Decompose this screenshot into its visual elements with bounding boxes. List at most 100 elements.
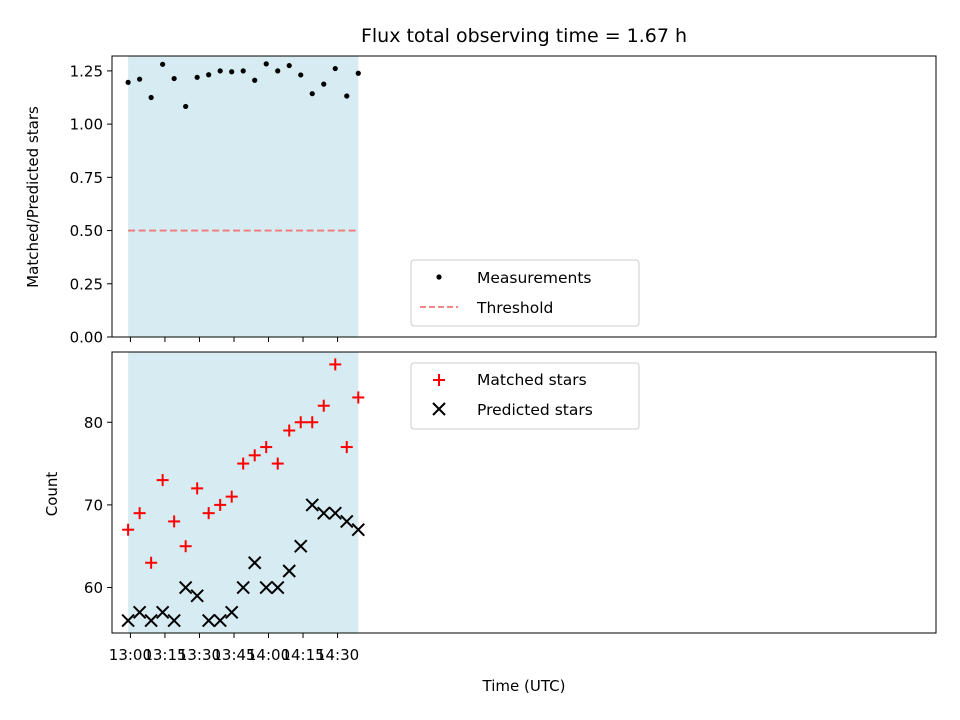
predicted-star-point xyxy=(132,605,147,620)
measurements-legend-marker xyxy=(436,274,442,280)
predicted-star-point xyxy=(167,613,181,628)
matched-star-point xyxy=(168,515,181,528)
matched-star-point xyxy=(294,416,307,429)
matched-star-point xyxy=(283,424,296,437)
count-legend: Matched stars Predicted stars xyxy=(410,362,640,430)
matched-star-point xyxy=(202,507,215,520)
matched-star-point xyxy=(214,498,227,511)
observing-window-span xyxy=(128,352,359,633)
y-tick-label: 80 xyxy=(84,414,103,432)
observing-window-span xyxy=(128,56,359,337)
x-tick-label: 14:00 xyxy=(247,646,290,664)
measurement-point xyxy=(355,70,361,76)
legend-entry-measurements: Measurements xyxy=(477,269,592,287)
predicted-star-point xyxy=(340,514,354,529)
predicted-star-point xyxy=(247,556,262,570)
count-legend-box xyxy=(410,362,640,430)
measurement-point xyxy=(298,72,304,78)
ratio-y-ticks: 0.00 0.25 0.50 0.75 1.00 1.25 xyxy=(70,62,112,347)
measurement-point xyxy=(183,103,189,110)
predicted-star-point xyxy=(294,539,308,553)
matched-star-point xyxy=(317,399,330,412)
matched-star-point xyxy=(271,457,284,470)
matched-star-point xyxy=(329,358,342,371)
measurement-point xyxy=(229,69,235,75)
measurement-point xyxy=(240,68,246,74)
predicted-stars-series xyxy=(121,498,365,628)
ratio-panel: 0.00 0.25 0.50 0.75 1.00 1.25 Flux total obse… xyxy=(24,25,937,347)
measurement-point xyxy=(252,77,258,83)
x-tick-label: 13:45 xyxy=(212,646,255,664)
legend-entry-predicted: Predicted stars xyxy=(477,401,593,419)
x-tick-label: 14:30 xyxy=(316,646,359,664)
measurement-point xyxy=(194,74,200,80)
matched-star-point xyxy=(248,449,261,462)
matched-star-point xyxy=(133,507,146,520)
matched-star-point xyxy=(179,540,192,553)
chart-title: Flux total observing time = 1.67 h xyxy=(361,25,687,47)
predicted-star-point xyxy=(121,613,135,628)
measurement-point xyxy=(275,68,281,74)
measurement-point xyxy=(206,72,212,78)
measurement-point xyxy=(309,91,315,97)
matched-star-point xyxy=(260,441,273,454)
x-tick-label: 13:15 xyxy=(143,646,186,664)
predicted-legend-marker xyxy=(432,402,446,416)
measurement-point xyxy=(217,68,223,74)
predicted-star-point xyxy=(328,506,342,520)
y-tick-label: 0.50 xyxy=(70,222,103,240)
matched-star-point xyxy=(352,391,365,404)
ratio-x-ticks xyxy=(129,337,339,342)
measurement-point xyxy=(148,94,154,101)
matched-legend-marker xyxy=(433,374,445,386)
predicted-star-point xyxy=(282,564,296,578)
legend-entry-matched: Matched stars xyxy=(477,371,587,389)
y-tick-label: 1.25 xyxy=(70,62,103,80)
x-tick-label: 13:00 xyxy=(109,646,152,664)
predicted-star-point xyxy=(271,580,285,595)
measurement-point xyxy=(332,65,338,72)
ratio-legend-box xyxy=(410,259,640,327)
ratio-legend: Measurements Threshold xyxy=(410,259,640,327)
matched-star-point xyxy=(156,474,169,487)
matched-star-point xyxy=(237,457,250,470)
measurement-point xyxy=(160,61,166,67)
count-panel: 60 70 80 13:0013:1513:3013:4514:0014:1514:… xyxy=(43,351,937,695)
y-tick-label: 0.75 xyxy=(70,169,103,187)
matched-star-point xyxy=(122,523,135,536)
measurement-point xyxy=(263,61,269,67)
y-tick-label: 70 xyxy=(84,496,103,514)
measurement-point xyxy=(125,79,131,85)
y-tick-label: 60 xyxy=(84,579,103,597)
matched-star-point xyxy=(145,556,158,569)
measurements-series xyxy=(125,61,361,110)
predicted-star-point xyxy=(351,522,365,537)
ratio-axes-frame xyxy=(111,55,937,338)
predicted-star-point xyxy=(144,613,158,628)
predicted-star-point xyxy=(259,580,273,595)
count-x-axis-label: Time (UTC) xyxy=(482,677,566,695)
matched-stars-series xyxy=(122,358,365,569)
matched-star-point xyxy=(340,441,353,454)
ratio-y-axis-label: Matched/Predicted stars xyxy=(24,106,42,288)
predicted-star-point xyxy=(236,580,250,595)
y-tick-label: 0.00 xyxy=(70,329,103,347)
x-tick-label: 13:30 xyxy=(178,646,221,664)
count-y-ticks: 60 70 80 xyxy=(84,414,112,597)
y-tick-label: 0.25 xyxy=(70,275,103,293)
predicted-star-point xyxy=(178,580,193,595)
matched-star-point xyxy=(225,490,238,503)
predicted-star-point xyxy=(155,605,170,620)
measurement-point xyxy=(286,62,292,69)
predicted-star-point xyxy=(213,613,227,628)
predicted-star-point xyxy=(224,605,239,620)
predicted-star-point xyxy=(305,498,319,512)
legend-entry-threshold: Threshold xyxy=(476,299,553,317)
measurement-point xyxy=(321,81,327,87)
x-tick-label: 14:15 xyxy=(281,646,324,664)
predicted-star-point xyxy=(190,589,204,603)
matched-star-point xyxy=(306,416,319,429)
measurement-point xyxy=(171,75,177,82)
